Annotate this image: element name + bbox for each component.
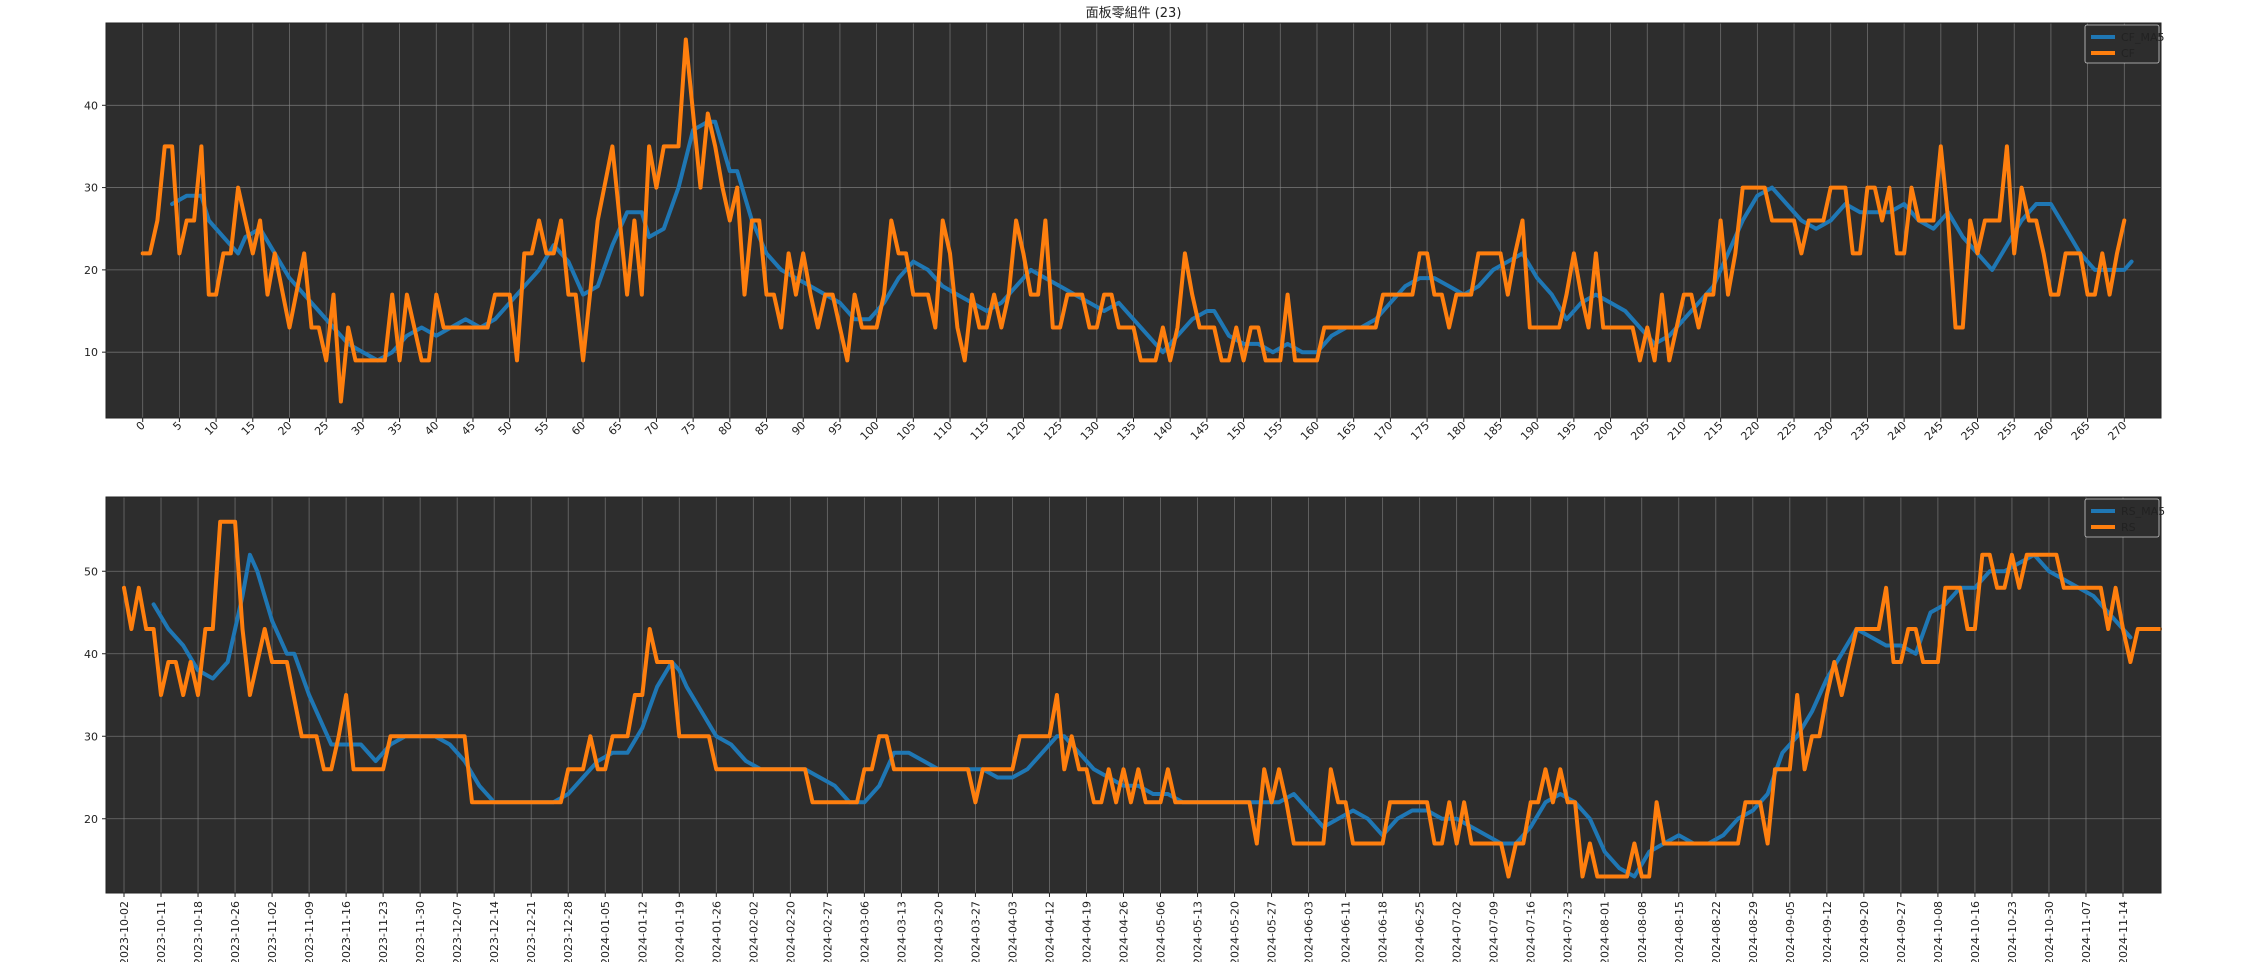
x-tick-label: 2024-02-20 bbox=[784, 901, 797, 962]
x-tick-label: 2024-05-13 bbox=[1192, 901, 1205, 962]
x-tick-label: 2024-06-25 bbox=[1414, 901, 1427, 962]
x-tick-label: 2023-11-02 bbox=[266, 901, 279, 962]
x-tick-label: 2024-09-12 bbox=[1821, 901, 1834, 962]
x-tick-label: 2024-01-05 bbox=[599, 901, 612, 962]
plot-area bbox=[106, 497, 2161, 893]
x-tick-label: 2024-05-06 bbox=[1155, 901, 1168, 962]
x-tick-label: 2024-10-30 bbox=[2043, 901, 2056, 962]
series-line-rs bbox=[122, 519, 2162, 879]
x-tick-label: 2024-02-02 bbox=[747, 901, 760, 962]
x-tick-label: 2024-04-12 bbox=[1043, 901, 1056, 962]
plot-border bbox=[105, 496, 2162, 894]
x-tick-label: 2024-10-16 bbox=[1969, 901, 1982, 962]
x-tick-label: 2024-07-02 bbox=[1451, 901, 1464, 962]
x-tick-label: 2023-11-09 bbox=[303, 901, 316, 962]
x-tick-label: 2024-05-27 bbox=[1266, 901, 1279, 962]
x-tick-label: 2024-03-13 bbox=[895, 901, 908, 962]
x-tick-label: 2024-01-12 bbox=[636, 901, 649, 962]
series-line-rs-ma5 bbox=[151, 552, 2133, 879]
x-tick-label: 2024-07-16 bbox=[1525, 901, 1538, 962]
legend-label: CF bbox=[2121, 47, 2135, 60]
x-tick-label: 2023-10-02 bbox=[118, 901, 131, 962]
plot-border bbox=[105, 22, 2162, 419]
x-tick-label: 2024-04-19 bbox=[1080, 901, 1093, 962]
x-tick-label: 2024-07-09 bbox=[1488, 901, 1501, 962]
x-tick-label: 2024-03-06 bbox=[858, 901, 871, 962]
y-tick-label: 20 bbox=[84, 264, 98, 277]
x-tick-label: 2024-07-23 bbox=[1562, 901, 1575, 962]
x-tick-label: 2023-10-26 bbox=[229, 901, 242, 962]
x-tick-label: 2023-12-21 bbox=[525, 901, 538, 962]
x-tick-label: 2023-12-28 bbox=[562, 901, 575, 962]
x-tick-label: 2024-04-26 bbox=[1118, 901, 1131, 962]
rs-panel: 2023-10-02 2023-10-11 2023-10-18 2023-10-26… bbox=[84, 496, 2165, 962]
y-tick-label: 40 bbox=[84, 648, 98, 661]
x-tick-label: 2024-06-18 bbox=[1377, 901, 1390, 962]
x-tick-label: 2024-05-20 bbox=[1229, 901, 1242, 962]
x-tick-label: 2023-11-16 bbox=[340, 901, 353, 962]
x-tick-label: 2024-04-03 bbox=[1006, 901, 1019, 962]
y-tick-label: 50 bbox=[84, 565, 98, 578]
x-tick-label: 2024-08-22 bbox=[1710, 901, 1723, 962]
x-tick-label: 2024-06-03 bbox=[1303, 901, 1316, 962]
y-tick-label: 30 bbox=[84, 182, 98, 195]
y-tick-label: 40 bbox=[84, 99, 98, 112]
y-tick-label: 10 bbox=[84, 346, 98, 359]
x-tick-label: 2024-10-08 bbox=[1932, 901, 1945, 962]
y-tick-label: 20 bbox=[84, 813, 98, 826]
legend-label: RS bbox=[2121, 521, 2136, 534]
x-tick-label: 2024-01-19 bbox=[673, 901, 686, 962]
x-tick-label: 2024-03-20 bbox=[932, 901, 945, 962]
x-tick-label: 2024-09-20 bbox=[1858, 901, 1871, 962]
x-tick-label: 2024-09-05 bbox=[1784, 901, 1797, 962]
legend-label: CF_MA5 bbox=[2121, 31, 2165, 44]
x-tick-label: 2023-12-07 bbox=[451, 901, 464, 962]
legend-label: RS_MA5 bbox=[2121, 505, 2165, 518]
x-tick-label: 2024-08-08 bbox=[1636, 901, 1649, 962]
chart-title: 面板零組件 (23) bbox=[1086, 6, 1182, 21]
y-tick-label: 30 bbox=[84, 730, 98, 743]
x-tick-label: 2024-01-26 bbox=[710, 901, 723, 962]
cf-panel: 面板零組件 (23)0 5 10 15 20 25 30 35 40 45 50 55 60 65 70 75… bbox=[84, 6, 2165, 443]
x-tick-label: 2024-11-07 bbox=[2080, 901, 2093, 962]
x-tick-label: 2023-11-30 bbox=[414, 901, 427, 962]
x-tick-label: 2024-10-23 bbox=[2006, 901, 2019, 962]
x-tick-label: 2024-06-11 bbox=[1340, 901, 1353, 962]
x-tick-label: 2023-10-18 bbox=[192, 901, 205, 962]
x-tick-label: 2024-09-27 bbox=[1895, 901, 1908, 962]
x-tick-label: 2023-10-11 bbox=[155, 901, 168, 962]
series-line-cf bbox=[140, 37, 2127, 404]
x-tick-label: 2023-12-14 bbox=[488, 901, 501, 962]
x-tick-label: 2024-03-27 bbox=[969, 901, 982, 962]
x-tick-label: 2023-11-23 bbox=[377, 901, 390, 962]
series-line-cf-ma5 bbox=[170, 119, 2134, 363]
x-tick-label: 2024-11-14 bbox=[2117, 901, 2130, 962]
x-tick-label: 2024-08-01 bbox=[1599, 901, 1612, 962]
x-tick-label: 2024-08-29 bbox=[1747, 901, 1760, 962]
x-tick-label: 2024-08-15 bbox=[1673, 901, 1686, 962]
x-tick-label: 2024-02-27 bbox=[821, 901, 834, 962]
